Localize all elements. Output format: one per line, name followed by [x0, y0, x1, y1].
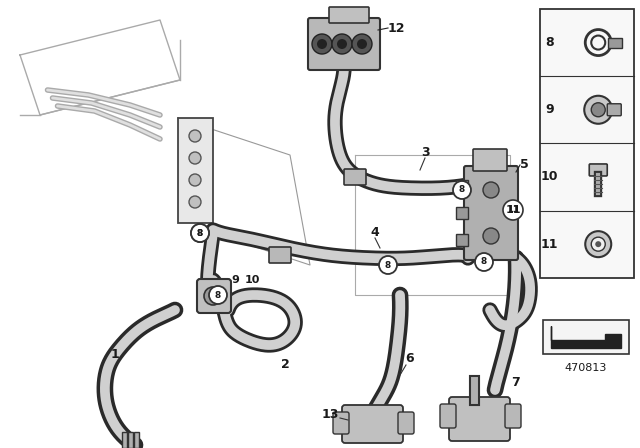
Text: 5: 5 [520, 159, 529, 172]
Text: 8: 8 [545, 36, 554, 49]
Text: 10: 10 [541, 170, 558, 184]
Bar [456, 207, 468, 219]
Text: 12: 12 [388, 22, 406, 34]
FancyBboxPatch shape [342, 405, 403, 443]
Bar [128, 432, 133, 448]
Circle shape [595, 241, 601, 247]
FancyBboxPatch shape [398, 412, 414, 434]
Circle shape [189, 130, 201, 142]
Circle shape [475, 253, 493, 271]
Circle shape [332, 34, 352, 54]
Polygon shape [550, 326, 621, 348]
Circle shape [317, 39, 327, 49]
Circle shape [312, 34, 332, 54]
Circle shape [352, 34, 372, 54]
Bar [543, 320, 629, 354]
Circle shape [585, 231, 611, 257]
Bar [540, 9, 634, 278]
Text: 9: 9 [231, 275, 239, 285]
Text: 13: 13 [321, 409, 339, 422]
Circle shape [189, 174, 201, 186]
FancyBboxPatch shape [464, 166, 518, 260]
Circle shape [584, 96, 612, 124]
Circle shape [453, 181, 471, 199]
Text: 8: 8 [215, 290, 221, 300]
Circle shape [503, 200, 523, 220]
FancyBboxPatch shape [333, 412, 349, 434]
Circle shape [591, 237, 605, 251]
Text: 8: 8 [197, 228, 203, 237]
Circle shape [591, 103, 605, 117]
Circle shape [191, 224, 209, 242]
Circle shape [483, 182, 499, 198]
Circle shape [191, 224, 209, 242]
FancyBboxPatch shape [589, 164, 607, 176]
Bar [456, 180, 468, 192]
FancyBboxPatch shape [269, 247, 291, 263]
Bar [178, 118, 213, 223]
Text: 9: 9 [545, 103, 554, 116]
Text: 3: 3 [420, 146, 429, 159]
Circle shape [209, 286, 227, 304]
Circle shape [357, 39, 367, 49]
Bar [134, 432, 139, 448]
Text: 4: 4 [371, 225, 380, 238]
FancyBboxPatch shape [505, 404, 521, 428]
FancyBboxPatch shape [344, 169, 366, 185]
Bar [122, 432, 127, 448]
FancyBboxPatch shape [197, 279, 231, 313]
Text: 2: 2 [280, 358, 289, 371]
Text: 7: 7 [511, 375, 520, 388]
Text: 8: 8 [385, 260, 391, 270]
FancyBboxPatch shape [473, 149, 507, 171]
Text: 11: 11 [505, 205, 521, 215]
Circle shape [189, 196, 201, 208]
Text: 1: 1 [111, 349, 120, 362]
Circle shape [189, 152, 201, 164]
FancyBboxPatch shape [440, 404, 456, 428]
Text: 11: 11 [541, 237, 558, 251]
FancyBboxPatch shape [329, 7, 369, 23]
Bar [456, 234, 468, 246]
Circle shape [379, 256, 397, 274]
FancyBboxPatch shape [449, 397, 510, 441]
Text: 8: 8 [459, 185, 465, 194]
Text: 6: 6 [406, 352, 414, 365]
Text: 470813: 470813 [564, 363, 607, 373]
FancyBboxPatch shape [308, 18, 380, 70]
Text: 8: 8 [481, 258, 487, 267]
Text: 11: 11 [507, 206, 519, 215]
Circle shape [337, 39, 347, 49]
FancyBboxPatch shape [607, 104, 621, 116]
Text: 10: 10 [244, 275, 260, 285]
Circle shape [204, 287, 222, 305]
Circle shape [483, 228, 499, 244]
Text: 8: 8 [197, 228, 203, 237]
Bar [608, 38, 622, 47]
